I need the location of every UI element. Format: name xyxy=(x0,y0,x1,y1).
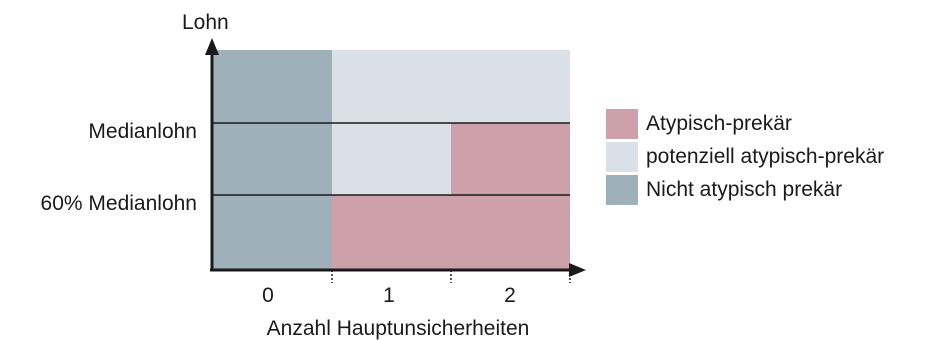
legend: Atypisch-prekär potenziell atypisch-prek… xyxy=(606,108,884,207)
legend-swatch-nicht-prekaer xyxy=(606,174,638,205)
region-potenziell-middle xyxy=(332,123,451,195)
legend-label-potenziell: potenziell atypisch-prekär xyxy=(646,144,885,168)
x-tick-label-2: 2 xyxy=(504,284,516,307)
y-axis-arrowhead xyxy=(205,38,219,55)
legend-label-atypisch: Atypisch-prekär xyxy=(646,111,792,135)
x-tick-label-0: 0 xyxy=(262,284,274,307)
y-axis-label: Lohn xyxy=(182,11,229,34)
region-atypisch-middle xyxy=(451,123,570,195)
legend-swatch-potenziell xyxy=(606,141,638,172)
legend-label-nicht-prekaer: Nicht atypisch prekär xyxy=(646,177,843,201)
region-potenziell-top xyxy=(332,50,570,123)
x-axis-label: Anzahl Hauptunsicherheiten xyxy=(267,317,530,340)
y-level-medianlohn: Medianlohn xyxy=(88,120,197,143)
x-axis-arrowhead xyxy=(569,263,586,277)
legend-item-potenziell: potenziell atypisch-prekär xyxy=(606,141,884,172)
y-level-sixty-percent: 60% Medianlohn xyxy=(41,192,197,215)
legend-item-atypisch: Atypisch-prekär xyxy=(606,108,884,139)
region-nicht-prekaer xyxy=(212,50,332,270)
legend-swatch-atypisch xyxy=(606,108,638,139)
region-atypisch-bottom xyxy=(332,195,570,270)
legend-item-nicht-prekaer: Nicht atypisch prekär xyxy=(606,174,884,205)
x-tick-label-1: 1 xyxy=(383,284,395,307)
